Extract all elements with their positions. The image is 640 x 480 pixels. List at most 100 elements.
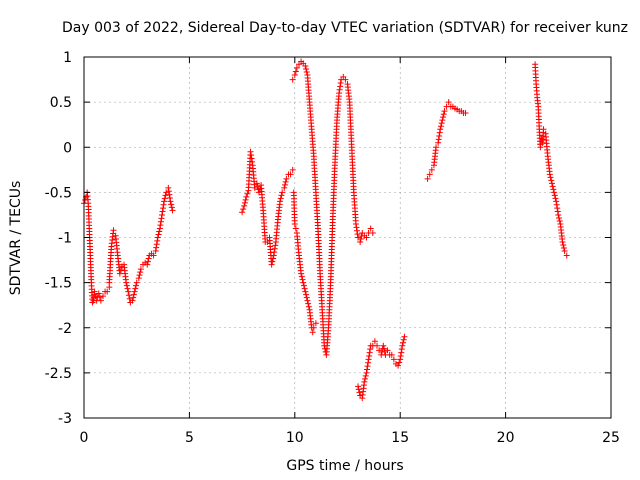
data-point	[110, 227, 117, 234]
data-point	[249, 158, 256, 165]
data-point	[154, 234, 161, 241]
data-point	[282, 178, 289, 185]
data-point	[381, 345, 388, 352]
data-point	[281, 184, 288, 191]
data-point	[144, 261, 151, 268]
data-point	[166, 195, 173, 202]
data-point	[436, 132, 443, 139]
data-point	[362, 375, 369, 382]
data-point	[123, 279, 130, 286]
data-point	[241, 202, 248, 209]
y-tick-label: 1	[63, 50, 72, 66]
data-point	[243, 193, 250, 200]
data-point	[424, 175, 431, 182]
data-point	[283, 175, 290, 182]
data-point	[388, 351, 395, 358]
data-point	[560, 245, 567, 252]
data-point	[337, 83, 344, 90]
data-point	[136, 272, 143, 279]
data-point	[278, 192, 285, 199]
data-point	[300, 279, 307, 286]
data-point	[367, 225, 374, 232]
data-point	[289, 166, 296, 173]
data-point	[561, 248, 568, 255]
data-point	[439, 117, 446, 124]
data-point	[445, 99, 452, 106]
data-point	[160, 205, 167, 212]
data-point	[152, 248, 159, 255]
data-point	[435, 136, 442, 143]
data-point	[312, 320, 319, 327]
y-tick-label: -2.5	[45, 366, 72, 382]
data-point	[95, 290, 102, 297]
data-point	[160, 201, 167, 208]
y-tick-label: -1	[58, 231, 72, 247]
data-point	[556, 214, 563, 221]
series-arc1	[81, 189, 113, 306]
data-point	[156, 228, 163, 235]
data-point	[433, 144, 440, 151]
data-point	[548, 177, 555, 184]
data-point	[551, 189, 558, 196]
x-axis-label: GPS time / hours	[286, 458, 403, 474]
data-point	[363, 369, 370, 376]
data-point	[437, 126, 444, 133]
tick-layer: 0 5 10 15 20 25 -3 -2.5 -2 -1.5 -1 -0.5 0 0.5 1	[45, 50, 620, 446]
data-point	[305, 300, 312, 307]
data-point	[301, 285, 308, 292]
data-point	[270, 252, 277, 259]
data-point	[401, 333, 408, 340]
data-point	[555, 211, 562, 218]
data-point	[304, 297, 311, 304]
data-point	[153, 241, 160, 248]
data-point	[137, 266, 144, 273]
data-point	[125, 292, 132, 299]
data-point	[253, 180, 260, 187]
data-point	[156, 225, 163, 232]
data-point	[269, 258, 276, 265]
series-arc8	[532, 61, 570, 259]
data-point	[374, 342, 381, 349]
data-point	[277, 198, 284, 205]
data-point	[124, 285, 131, 292]
data-point	[91, 288, 98, 295]
data-point	[395, 362, 402, 369]
data-point	[303, 66, 310, 73]
data-point	[353, 227, 360, 234]
data-point	[380, 342, 387, 349]
data-point	[302, 288, 309, 295]
data-point	[365, 359, 372, 366]
data-point	[384, 347, 391, 354]
x-tick-label: 0	[80, 430, 89, 446]
data-point	[298, 273, 305, 280]
data-point	[436, 129, 443, 136]
data-point	[169, 207, 176, 214]
y-tick-label: 0.5	[50, 95, 72, 111]
data-point	[549, 183, 556, 190]
data-point	[303, 294, 310, 301]
series-arc4	[290, 189, 319, 336]
data-point	[158, 211, 165, 218]
data-point	[247, 148, 254, 155]
data-point	[398, 346, 405, 353]
data-point	[548, 180, 555, 187]
data-point	[426, 171, 433, 178]
data-point	[130, 291, 137, 298]
data-point	[97, 297, 104, 304]
chart-title: Day 003 of 2022, Sidereal Day-to-day VTE…	[62, 20, 628, 36]
data-point	[248, 155, 255, 162]
data-point	[244, 190, 251, 197]
data-point	[132, 285, 139, 292]
data-point	[162, 192, 169, 199]
data-point	[551, 192, 558, 199]
data-point	[336, 90, 343, 97]
data-point	[435, 139, 442, 146]
data-point	[357, 239, 364, 246]
x-tick-label: 15	[391, 430, 409, 446]
data-point	[135, 275, 142, 282]
data-point	[291, 72, 298, 79]
data-point	[299, 276, 306, 283]
data-point	[131, 288, 138, 295]
series-arc6	[355, 333, 408, 402]
